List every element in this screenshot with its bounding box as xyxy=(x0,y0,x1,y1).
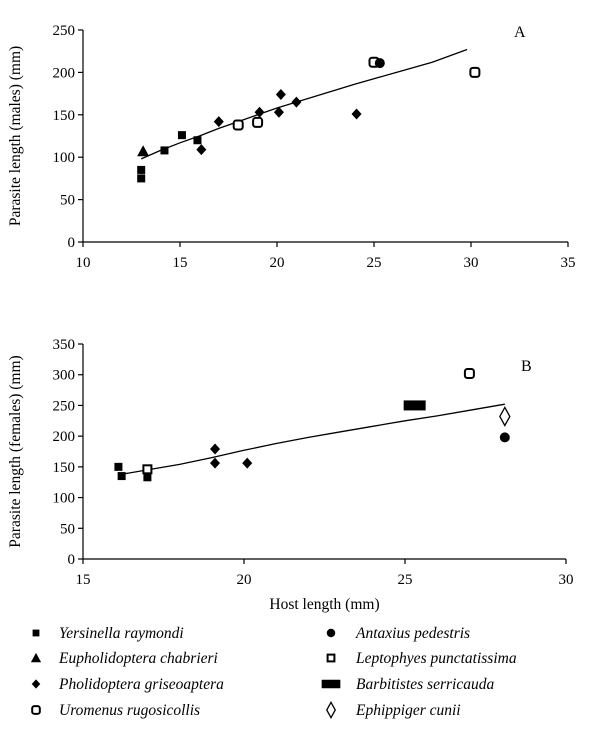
data-point xyxy=(403,400,426,411)
x-tick-label: 10 xyxy=(76,255,91,271)
y-axis-label: Parasite length (females) (mm) xyxy=(7,355,24,547)
y-tick-label: 250 xyxy=(53,23,76,39)
series-leptophyes-punctatissima xyxy=(142,464,153,475)
data-point xyxy=(137,174,146,183)
y-tick-label: 200 xyxy=(53,65,76,81)
y-tick-label: 350 xyxy=(53,337,76,353)
y-tick-label: 250 xyxy=(53,398,76,414)
legend-marker xyxy=(321,679,341,689)
legend-marker xyxy=(31,705,41,715)
trendline xyxy=(118,403,505,476)
data-point xyxy=(463,367,475,379)
data-point xyxy=(196,144,207,156)
series-uromenus-rugosicollis xyxy=(463,367,475,379)
data-point xyxy=(213,116,224,128)
data-point xyxy=(142,464,153,475)
x-tick-label: 35 xyxy=(561,255,576,271)
data-point xyxy=(117,472,126,481)
y-tick-label: 100 xyxy=(53,150,76,166)
x-tick-label: 20 xyxy=(270,255,285,271)
data-point xyxy=(351,108,362,120)
legend-label: Leptophyes punctatissima xyxy=(355,650,517,667)
data-point xyxy=(469,66,481,78)
x-tick-label: 25 xyxy=(367,255,382,271)
chart-panel-a: 10 15 20 25 30 35 0 50 100 150 200 250 Parasite leng… xyxy=(7,23,576,271)
legend-item-uromenus-rugosicollis: Uromenus rugosicollis xyxy=(31,702,200,719)
data-point xyxy=(254,106,265,118)
y-tick-label: 100 xyxy=(53,491,76,507)
data-point xyxy=(210,457,221,469)
trendline xyxy=(140,48,468,160)
legend-item-leptophyes-punctatissima: Leptophyes punctatissima xyxy=(326,650,517,667)
data-point xyxy=(273,106,284,118)
legend-marker xyxy=(326,628,336,638)
series-antaxius-pedestris xyxy=(374,58,385,69)
x-axis-label: Host length (mm) xyxy=(269,596,379,613)
data-point xyxy=(291,96,302,108)
series-barbitistes-serricauda xyxy=(403,400,426,411)
data-point xyxy=(160,146,169,155)
series-eupholidoptera-chabrieri xyxy=(137,145,150,157)
x-tick-label: 25 xyxy=(398,572,413,588)
x-tick-label: 15 xyxy=(76,572,91,588)
legend-marker xyxy=(31,679,41,689)
data-point xyxy=(137,145,150,157)
panel-label: B xyxy=(521,358,532,375)
x-tick-label: 30 xyxy=(559,572,574,588)
legend-item-antaxius-pedestris: Antaxius pedestris xyxy=(326,625,470,642)
x-tick-label: 20 xyxy=(237,572,252,588)
y-tick-label: 200 xyxy=(53,429,76,445)
x-tick-label: 15 xyxy=(173,255,188,271)
legend-marker xyxy=(326,653,336,663)
legend-label: Ephippiger cunii xyxy=(355,702,461,719)
series-yersinella-raymondi xyxy=(114,462,152,482)
y-tick-label: 300 xyxy=(53,368,76,384)
legend-marker xyxy=(30,652,42,663)
legend-label: Antaxius pedestris xyxy=(355,625,470,642)
y-tick-label: 0 xyxy=(68,552,76,568)
series-ephippiger-cunii xyxy=(499,406,511,427)
y-tick-label: 50 xyxy=(60,521,75,537)
legend-item-eupholidoptera-chabrieri: Eupholidoptera chabrieri xyxy=(30,650,218,667)
data-point xyxy=(499,432,510,443)
data-point xyxy=(275,88,286,100)
y-tick-label: 150 xyxy=(53,108,76,124)
data-point xyxy=(232,119,244,131)
legend-label: Uromenus rugosicollis xyxy=(59,702,200,719)
legend-item-yersinella-raymondi: Yersinella raymondi xyxy=(32,625,184,642)
data-point xyxy=(499,406,511,427)
legend-label: Pholidoptera griseoaptera xyxy=(58,676,224,693)
legend-label: Barbitistes serricauda xyxy=(356,676,494,693)
legend-item-pholidoptera-griseoaptera: Pholidoptera griseoaptera xyxy=(31,676,224,693)
data-point xyxy=(374,58,385,69)
data-point xyxy=(114,462,123,471)
data-point xyxy=(137,165,146,174)
y-tick-label: 0 xyxy=(68,235,76,251)
legend-label: Yersinella raymondi xyxy=(59,625,184,642)
data-point xyxy=(210,443,221,455)
data-point xyxy=(242,457,253,469)
y-tick-label: 150 xyxy=(53,460,76,476)
y-axis-label: Parasite length (males) (mm) xyxy=(7,46,24,226)
legend-item-ephippiger-cunii: Ephippiger cunii xyxy=(326,701,461,719)
series-pholidoptera-griseoaptera xyxy=(210,443,253,469)
data-point xyxy=(193,136,202,145)
data-point xyxy=(143,473,152,482)
series-yersinella-raymondi xyxy=(137,131,202,183)
legend-item-barbitistes-serricauda: Barbitistes serricauda xyxy=(321,676,494,693)
x-tick-label: 30 xyxy=(464,255,479,271)
data-point xyxy=(252,116,264,128)
panel-label: A xyxy=(514,24,526,41)
series-uromenus-rugosicollis xyxy=(232,56,481,131)
legend-marker xyxy=(32,629,40,637)
legend: Yersinella raymondi Antaxius pedestris Eup… xyxy=(30,625,517,719)
legend-marker xyxy=(326,701,336,719)
legend-label: Eupholidoptera chabrieri xyxy=(58,650,218,667)
series-pholidoptera-griseoaptera xyxy=(196,88,362,156)
data-point xyxy=(177,131,186,140)
series-antaxius-pedestris xyxy=(499,432,510,443)
y-tick-label: 50 xyxy=(60,193,75,209)
